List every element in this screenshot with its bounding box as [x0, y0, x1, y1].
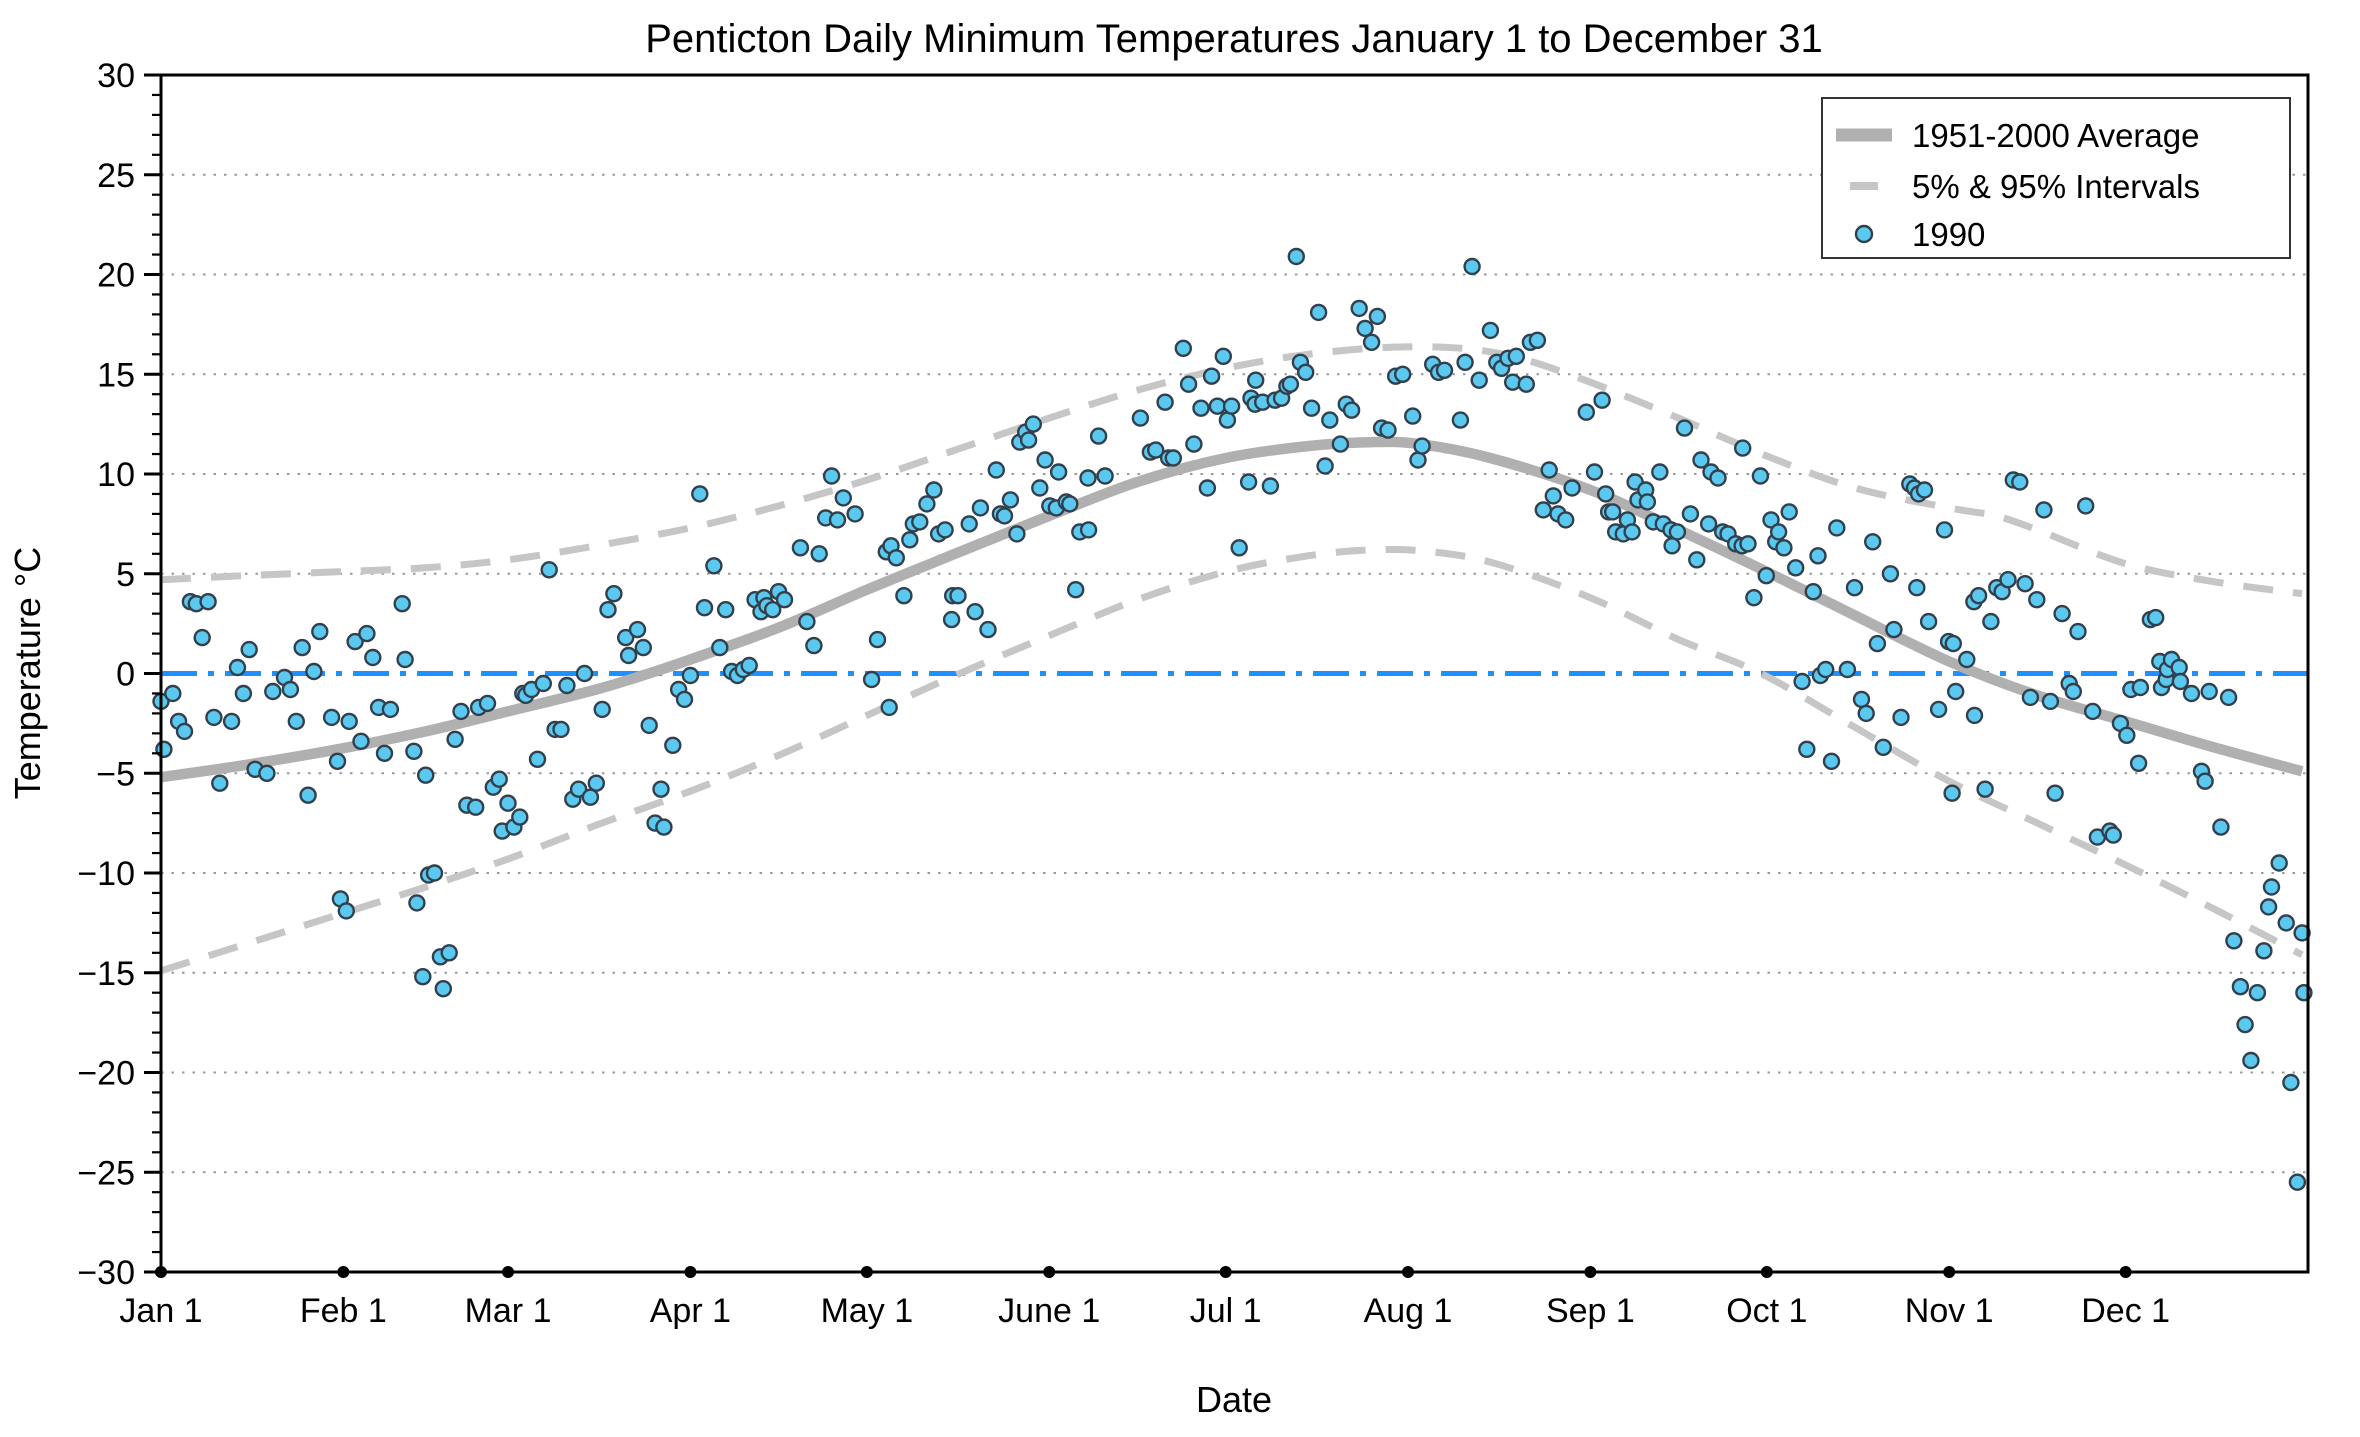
- plot-border: [159, 73, 2310, 1274]
- svg-text:10: 10: [97, 456, 135, 494]
- svg-text:Mar 1: Mar 1: [465, 1292, 552, 1330]
- gridlines: [161, 173, 2308, 1174]
- y-axis-title: Temperature °C: [7, 547, 48, 800]
- svg-text:20: 20: [97, 257, 135, 295]
- legend-1990-marker: [1854, 224, 1874, 244]
- legend-label-average: 1951-2000 Average: [1912, 117, 2199, 154]
- y-axis-tick-labels: 30 25 20 15 10 5 0 −5 −10 −15 −20 −25 −30: [77, 57, 135, 1292]
- legend-label-1990: 1990: [1912, 216, 1985, 253]
- scatter-1990: [152, 247, 2313, 1191]
- svg-text:Oct 1: Oct 1: [1726, 1292, 1807, 1330]
- y-axis-ticks: [144, 73, 161, 1274]
- svg-text:June 1: June 1: [998, 1292, 1100, 1330]
- legend: 1951-2000 Average 5% & 95% Intervals 199…: [1821, 97, 2291, 259]
- svg-text:5: 5: [116, 556, 135, 594]
- svg-text:−20: −20: [77, 1055, 135, 1093]
- svg-text:25: 25: [97, 157, 135, 195]
- svg-text:15: 15: [97, 356, 135, 394]
- average-line: [160, 436, 2304, 783]
- x-axis-tick-labels: Jan 1 Feb 1 Mar 1 Apr 1 May 1 June 1 Jul 1 Aug …: [119, 1292, 2170, 1330]
- chart-title: Penticton Daily Minimum Temperatures Jan…: [645, 17, 1823, 61]
- svg-text:−25: −25: [77, 1154, 135, 1192]
- svg-text:Apr 1: Apr 1: [650, 1292, 731, 1330]
- svg-text:Dec 1: Dec 1: [2081, 1292, 2170, 1330]
- svg-text:−15: −15: [77, 955, 135, 993]
- svg-text:Jul 1: Jul 1: [1190, 1292, 1262, 1330]
- svg-text:−30: −30: [77, 1254, 135, 1292]
- svg-text:−5: −5: [96, 755, 135, 793]
- svg-text:Sep 1: Sep 1: [1546, 1292, 1635, 1330]
- svg-text:−10: −10: [77, 855, 135, 893]
- svg-text:Feb 1: Feb 1: [300, 1292, 387, 1330]
- svg-text:30: 30: [97, 57, 135, 95]
- legend-box: [1821, 97, 2291, 259]
- svg-text:Nov 1: Nov 1: [1905, 1292, 1994, 1330]
- interval-lines: [159, 343, 2304, 975]
- svg-text:May 1: May 1: [821, 1292, 914, 1330]
- legend-label-intervals: 5% & 95% Intervals: [1912, 168, 2200, 205]
- svg-text:Jan 1: Jan 1: [119, 1292, 202, 1330]
- svg-text:Aug 1: Aug 1: [1364, 1292, 1453, 1330]
- svg-text:0: 0: [116, 656, 135, 694]
- x-axis-title: Date: [1196, 1379, 1272, 1420]
